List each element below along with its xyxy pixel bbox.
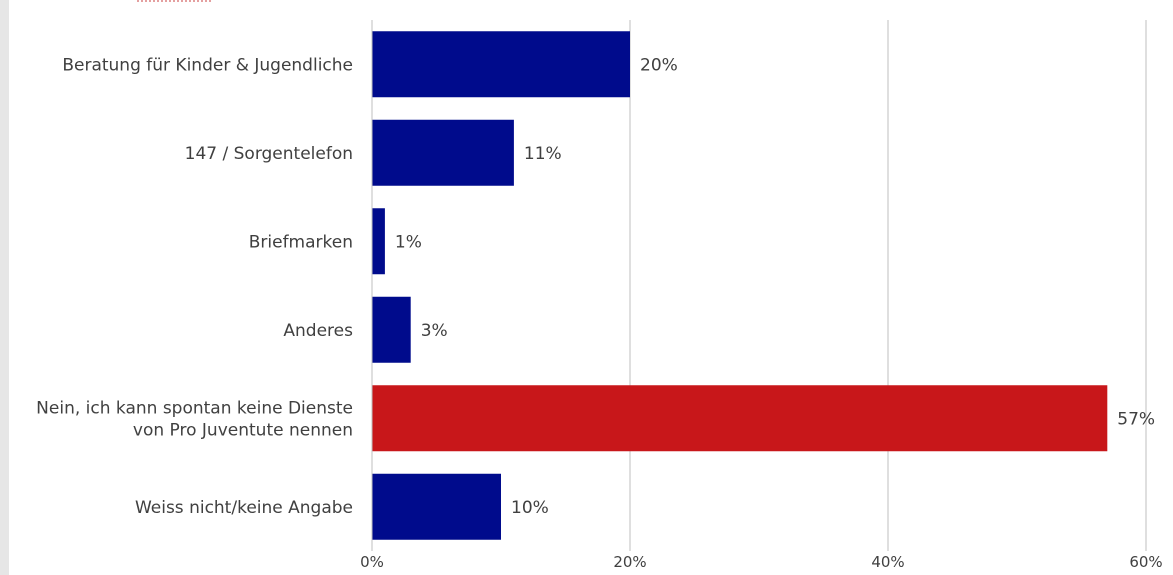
bar: [372, 473, 501, 540]
bar: [372, 296, 411, 363]
x-tick-label: 40%: [871, 553, 904, 571]
bar: [372, 208, 385, 275]
data-label: 20%: [640, 55, 678, 75]
category-label: Anderes: [283, 321, 353, 341]
data-label: 11%: [524, 144, 562, 164]
bar: [372, 119, 514, 186]
data-label: 3%: [421, 321, 448, 341]
bar: [372, 31, 630, 98]
gridlines: [371, 20, 1147, 551]
x-tick-label: 20%: [613, 553, 646, 571]
bar: [372, 385, 1108, 452]
category-label: Briefmarken: [249, 232, 353, 252]
labels: Beratung für Kinder & Jugendliche 20% 147 …: [36, 55, 1155, 518]
data-label: 57%: [1117, 409, 1155, 429]
decorative-accent-line: [137, 0, 211, 2]
data-label: 1%: [395, 232, 422, 252]
x-tick-label: 0%: [360, 553, 384, 571]
category-label: Beratung für Kinder & Jugendliche: [62, 55, 353, 75]
category-label: Nein, ich kann spontan keine Dienste von …: [36, 398, 353, 440]
category-label: 147 / Sorgentelefon: [185, 144, 353, 164]
data-label: 10%: [511, 498, 549, 518]
x-axis: 0% 20% 40% 60%: [360, 20, 1163, 571]
x-tick-label: 60%: [1129, 553, 1162, 571]
bars: [372, 31, 1108, 540]
category-label: Weiss nicht/keine Angabe: [135, 498, 353, 518]
